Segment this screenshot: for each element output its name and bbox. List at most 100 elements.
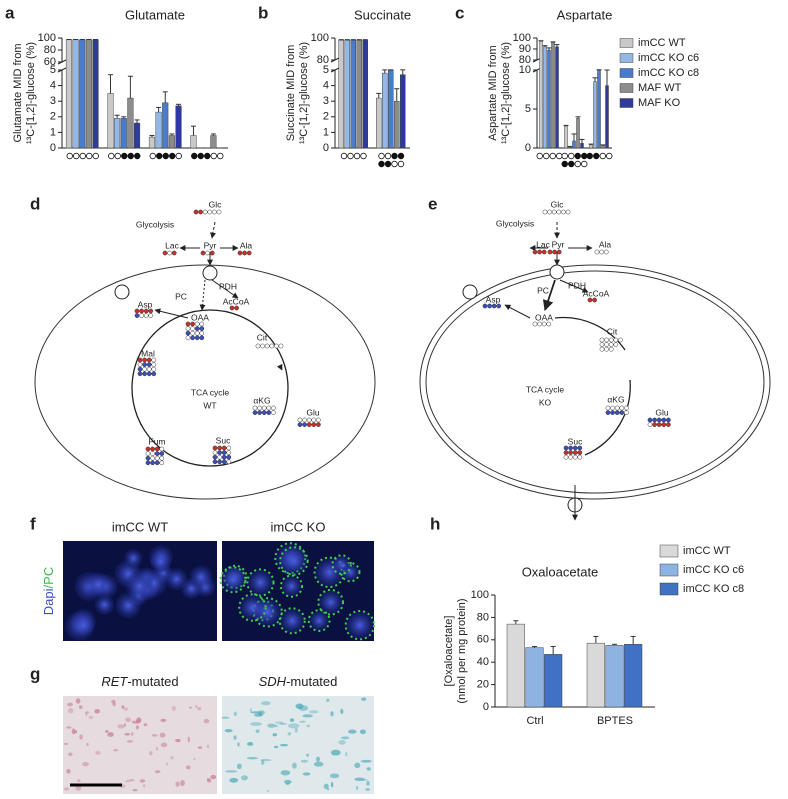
panel-label: c	[455, 3, 464, 22]
tissue-speck	[300, 759, 309, 763]
tissue-speck	[193, 758, 196, 761]
isotope-glyph	[148, 313, 154, 318]
chart-title: Oxaloacetate	[522, 564, 599, 579]
tissue-speck	[139, 779, 146, 783]
isotope-glyph	[193, 209, 199, 215]
carbon-glyph	[121, 152, 128, 160]
tissue-speck	[287, 732, 292, 736]
carbon-glyph	[561, 160, 568, 168]
isotope-glyph	[311, 417, 317, 423]
legend-swatch	[619, 83, 634, 93]
tissue-speck	[86, 742, 89, 747]
legend-swatch	[619, 68, 634, 78]
diagram-label: Glycolysis	[496, 218, 534, 228]
y-tick-label: 4	[50, 80, 56, 92]
bar	[72, 39, 79, 149]
panel-label: e	[428, 194, 437, 213]
error-bar	[563, 124, 569, 127]
isotope-glyph	[146, 371, 152, 377]
x-tick-label: Ctrl	[526, 715, 543, 727]
tissue-speck	[260, 701, 271, 706]
tissue-speck	[366, 780, 370, 786]
error-bar	[162, 91, 168, 103]
y-tick-label: 10	[519, 64, 531, 76]
bar	[338, 39, 344, 149]
y-axis-label: ¹³C-[1,2]-glucose (%)	[298, 42, 310, 144]
error-bar	[121, 116, 127, 119]
legend-label: imCC WT	[638, 37, 686, 49]
carbon-glyph	[353, 152, 361, 160]
legend-swatch	[659, 544, 679, 558]
pathway-arrow	[210, 221, 216, 239]
isotope-glyph	[212, 459, 218, 465]
isotope-glyph	[145, 455, 151, 461]
isotope-glyph	[604, 342, 609, 347]
carbon-glyph	[543, 152, 550, 160]
isotope-glyph	[237, 250, 243, 256]
isotope-glyph	[647, 417, 653, 423]
isotope-glyph	[185, 335, 191, 341]
isotope-glyph	[148, 308, 154, 314]
isotope-glyph	[150, 455, 155, 461]
isotope-glyph	[618, 337, 623, 343]
isotope-glyph	[246, 250, 252, 256]
tissue-speck	[180, 780, 185, 787]
tissue-speck	[111, 699, 116, 704]
diagram-label: Glc	[209, 199, 223, 209]
isotope-glyph	[257, 410, 262, 415]
isotope-glyph	[226, 450, 232, 455]
tissue-speck	[267, 723, 276, 728]
bar	[547, 49, 551, 149]
diagram-label: αKG	[253, 395, 270, 405]
diagram-label: AcCoA	[223, 296, 250, 306]
isotope-glyph	[577, 445, 583, 451]
y-tick-label: 40	[477, 656, 489, 668]
isotope-glyph	[212, 445, 218, 451]
isotope-glyph	[264, 343, 270, 349]
diagram-label: Lac	[165, 240, 179, 250]
tissue-speck	[165, 762, 168, 766]
legend-swatch	[659, 582, 679, 596]
tissue-speck	[326, 698, 330, 702]
error-bar	[376, 92, 382, 99]
legend-swatch	[659, 563, 679, 577]
error-bar	[127, 75, 133, 99]
carbon-glyph	[169, 152, 176, 160]
carbon-glyph	[561, 152, 568, 160]
nucleus	[219, 566, 247, 594]
isotope-glyph	[565, 209, 571, 215]
isotope-glyph	[134, 313, 140, 318]
tissue-speck	[195, 705, 198, 708]
tissue-speck	[294, 727, 298, 733]
isotope-glyph	[257, 405, 262, 411]
tissue-speck	[229, 777, 239, 783]
diagram-label: αKG	[607, 394, 624, 404]
tissue-speck	[142, 784, 146, 788]
isotope-glyph	[542, 209, 548, 215]
isotope-glyph	[491, 303, 497, 309]
isotope-glyph	[532, 321, 538, 327]
isotope-glyph	[190, 330, 195, 336]
tissue-speck	[275, 721, 284, 724]
isotope-glyph	[194, 326, 200, 331]
y-tick-label: 1	[50, 126, 56, 138]
y-tick-label: 0	[50, 142, 56, 154]
error-bar	[550, 41, 556, 43]
isotope-glyph	[145, 451, 151, 456]
bar	[568, 146, 572, 149]
legend-label: imCC WT	[683, 545, 731, 557]
diagram-label: OAA	[191, 312, 209, 322]
isotope-glyph	[271, 410, 276, 415]
isotope-glyph	[487, 303, 492, 309]
diagram-label: Fum	[149, 436, 166, 446]
nucleus	[278, 607, 306, 635]
tissue-speck	[88, 715, 94, 720]
bar	[114, 118, 121, 149]
isotope-glyph	[217, 445, 222, 451]
isotope-glyph	[608, 337, 614, 343]
tissue-speck	[279, 743, 289, 747]
tissue-speck	[175, 738, 181, 743]
isotope-glyph	[261, 405, 267, 411]
isotope-glyph	[266, 410, 272, 415]
tissue-speck	[246, 757, 258, 760]
